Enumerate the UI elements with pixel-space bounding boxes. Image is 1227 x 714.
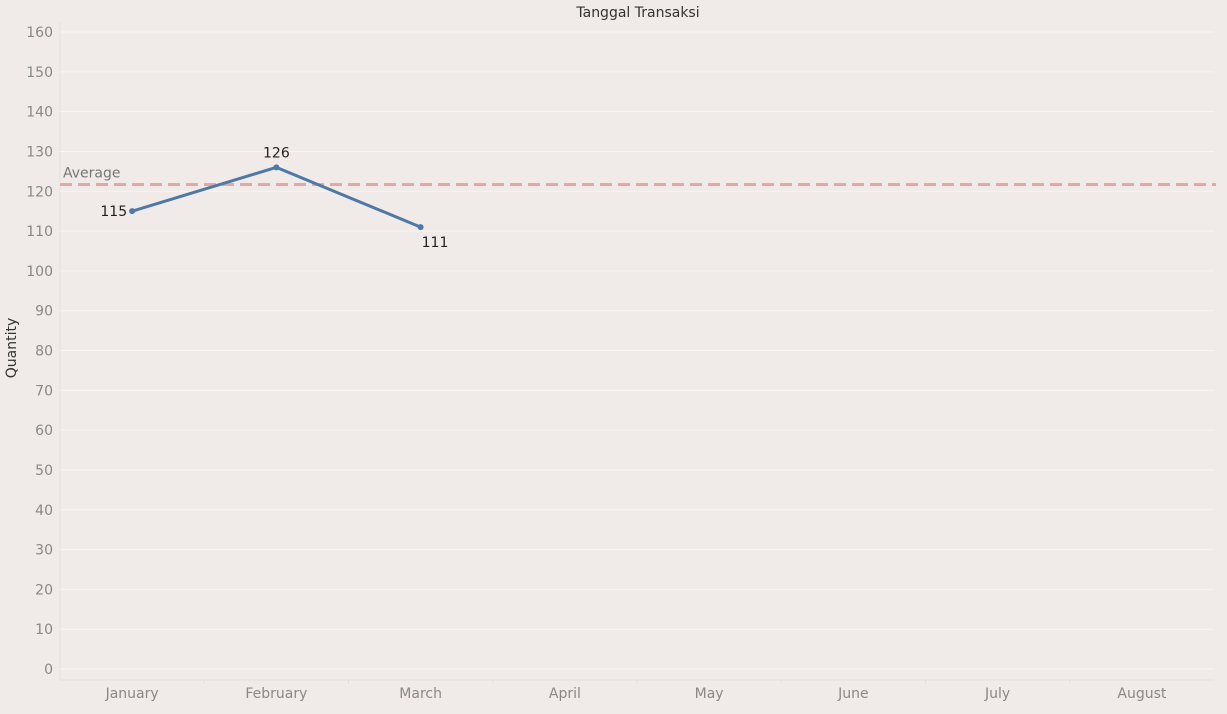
y-axis-label: Quantity <box>4 318 20 379</box>
y-tick-label: 140 <box>26 105 53 121</box>
y-tick-label: 10 <box>35 622 53 638</box>
y-tick-label: 150 <box>26 65 53 81</box>
y-tick-label: 40 <box>35 503 53 519</box>
y-tick-label: 90 <box>35 304 53 320</box>
x-tick-label: July <box>984 686 1010 702</box>
data-label: 115 <box>100 204 127 220</box>
y-tick-label: 80 <box>35 344 53 360</box>
data-point[interactable] <box>129 208 136 215</box>
x-axis-ticks: January February March April May June July Augu… <box>105 680 1167 702</box>
y-tick-label: 110 <box>26 224 53 240</box>
x-tick-label: May <box>695 686 724 702</box>
gridlines <box>59 22 1214 681</box>
series-layer <box>129 164 424 231</box>
y-tick-label: 100 <box>26 264 53 280</box>
y-tick-label: 160 <box>26 25 53 41</box>
series-line <box>131 165 422 229</box>
y-tick-label: 0 <box>44 662 53 678</box>
average-reference-line-group: Average <box>60 165 1216 186</box>
chart-title: Tanggal Transaksi <box>575 5 699 21</box>
data-point[interactable] <box>417 224 424 231</box>
x-tick-label: March <box>399 686 442 702</box>
x-tick-label: February <box>245 686 307 702</box>
average-label: Average <box>63 165 121 181</box>
y-tick-label: 50 <box>35 463 53 479</box>
x-tick-label: August <box>1117 686 1167 702</box>
data-label: 111 <box>422 235 449 251</box>
y-tick-label: 120 <box>26 184 53 200</box>
data-labels: 115 126 111 <box>100 145 448 251</box>
x-tick-label: April <box>549 686 581 702</box>
x-tick-label: January <box>105 686 159 702</box>
data-point[interactable] <box>273 164 280 171</box>
y-tick-label: 130 <box>26 144 53 160</box>
y-tick-label: 60 <box>35 423 53 439</box>
y-tick-label: 30 <box>35 543 53 559</box>
y-axis-ticks: 0 10 20 30 40 50 60 70 80 90 100 110 120 130 140 150 160 <box>26 25 53 678</box>
y-tick-label: 70 <box>35 383 53 399</box>
data-label: 126 <box>263 145 290 161</box>
x-tick-label: June <box>837 686 869 702</box>
y-tick-label: 20 <box>35 582 53 598</box>
